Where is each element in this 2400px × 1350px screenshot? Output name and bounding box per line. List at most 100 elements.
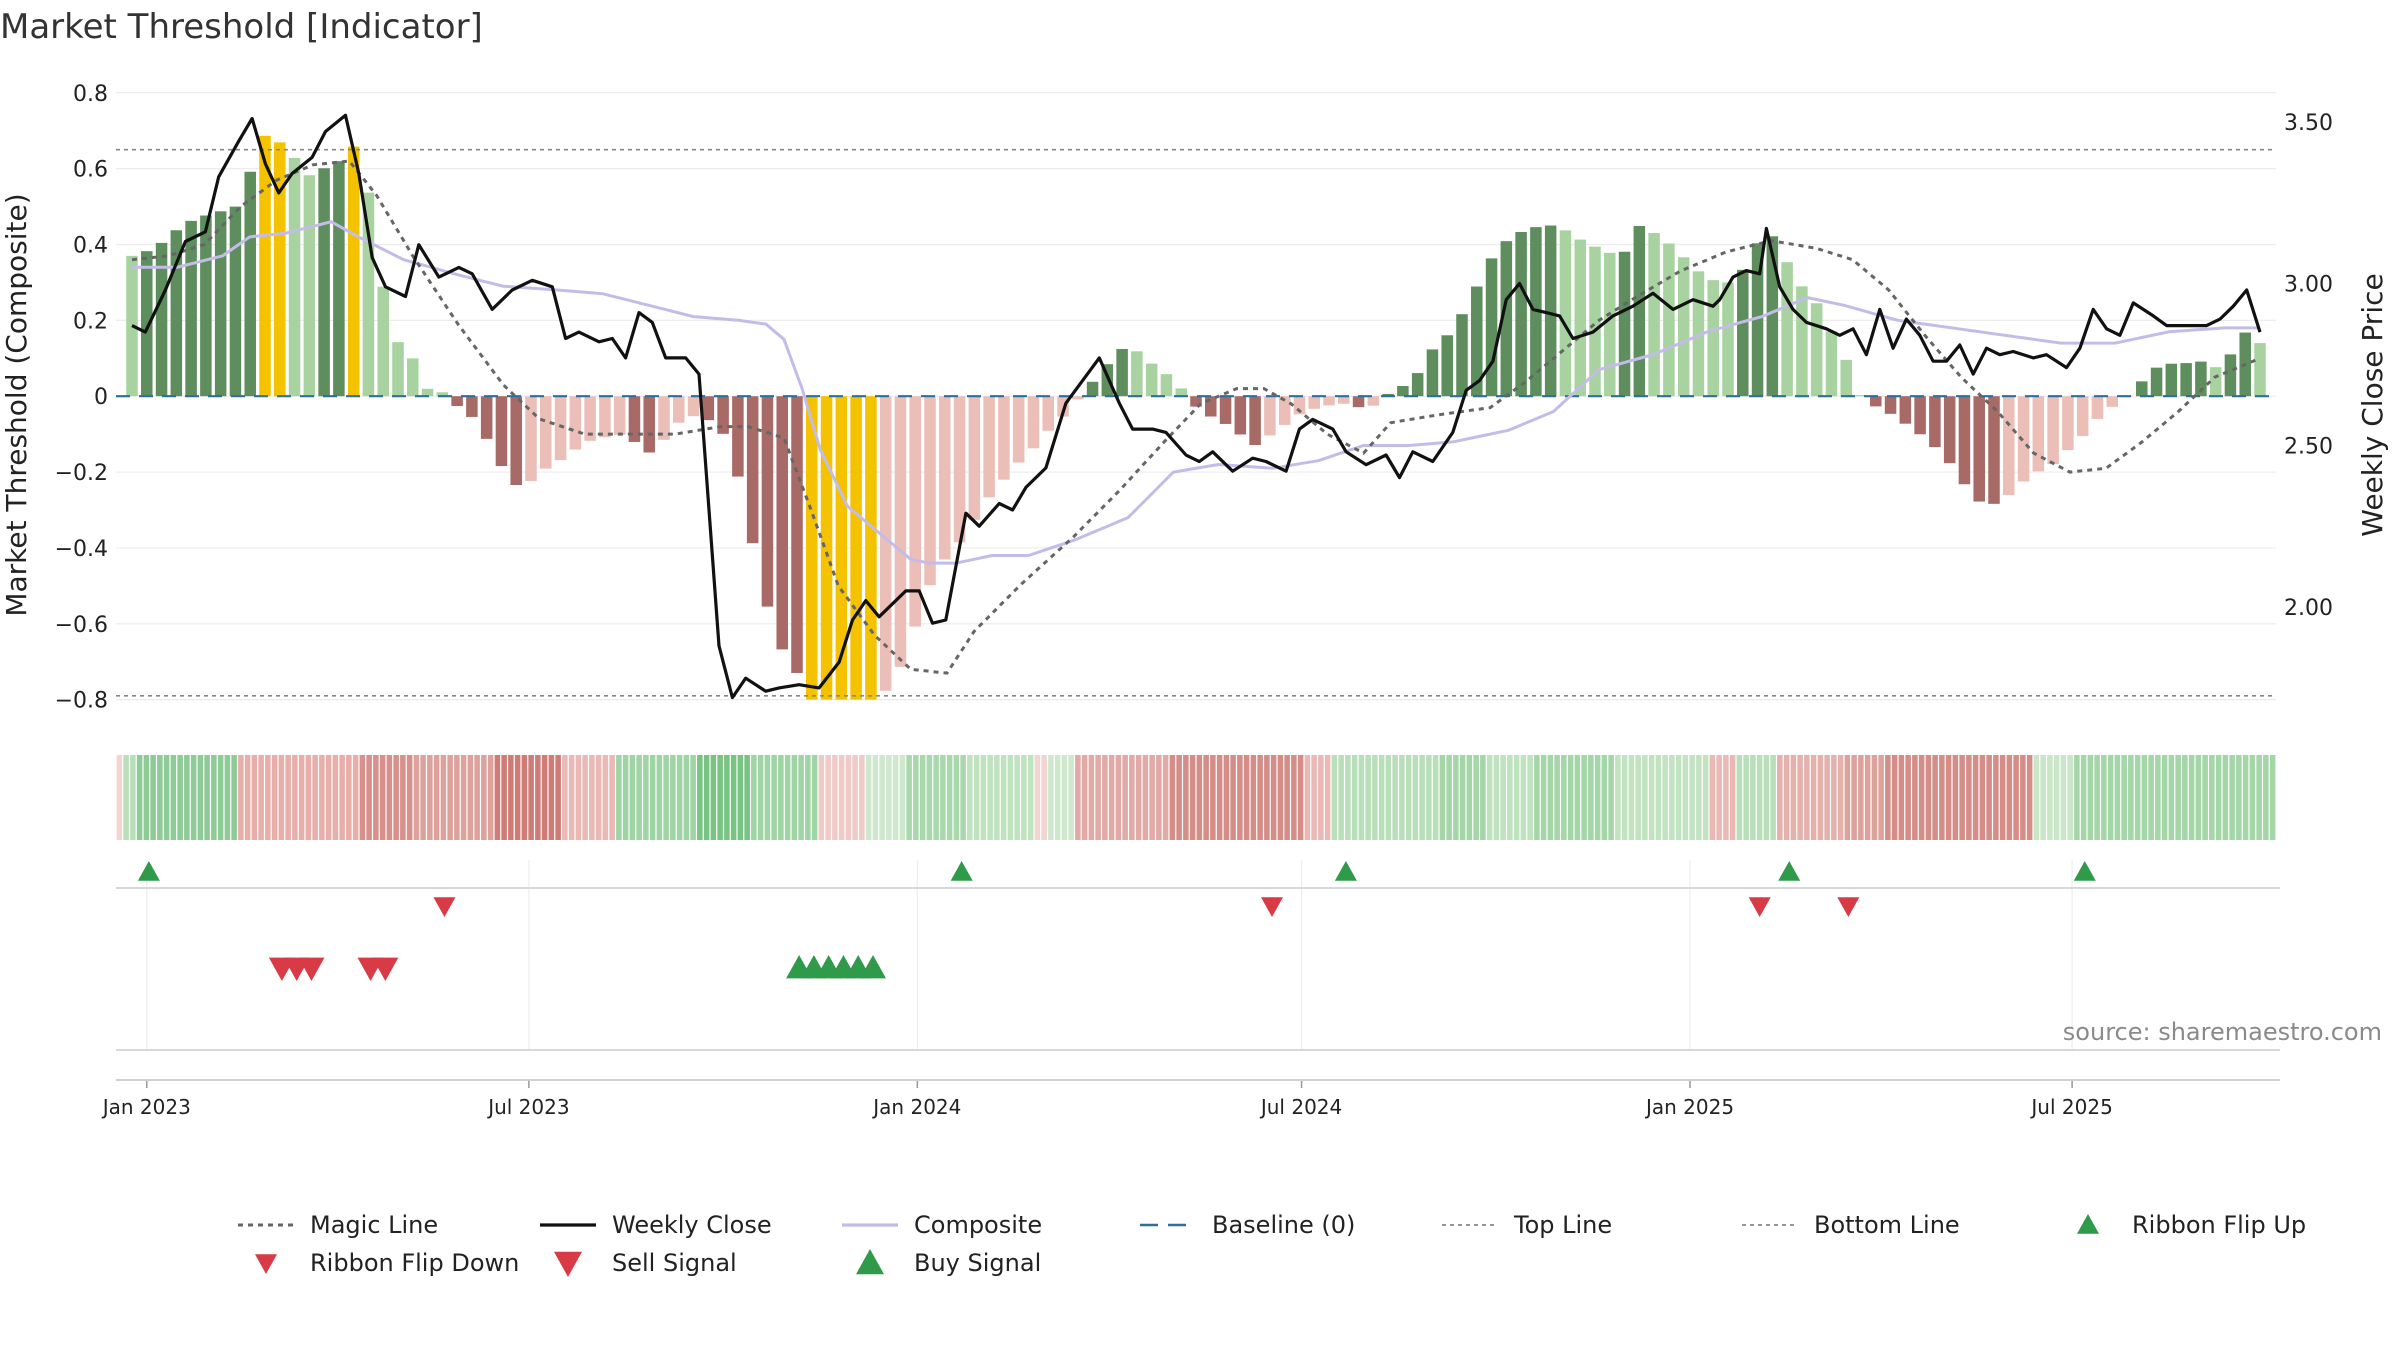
ribbon-cell bbox=[1966, 755, 1972, 840]
buy-signal-marker bbox=[860, 955, 886, 979]
weekly-close-line bbox=[131, 113, 2262, 700]
histogram-bar bbox=[407, 358, 419, 397]
ribbon-cell bbox=[1891, 755, 1898, 840]
ribbon-cell bbox=[1426, 755, 1432, 840]
ribbon-cell bbox=[211, 755, 217, 840]
ribbon-cell bbox=[1223, 755, 1230, 840]
histogram-bar bbox=[1249, 396, 1261, 446]
ribbon-cell bbox=[379, 755, 386, 840]
legend-label: Bottom Line bbox=[1814, 1211, 1960, 1239]
ribbon-cell bbox=[636, 755, 642, 840]
histogram-bar bbox=[333, 161, 345, 397]
ribbon-flip-up-marker bbox=[2073, 861, 2096, 881]
ribbon-cell bbox=[1621, 755, 1628, 840]
ribbon-cell bbox=[1756, 755, 1763, 840]
ribbon-cell bbox=[1898, 755, 1905, 840]
ribbon-cell bbox=[1655, 755, 1662, 840]
histogram-bar bbox=[658, 396, 670, 440]
ribbon-cell bbox=[1405, 755, 1412, 840]
ribbon-cell bbox=[1999, 755, 2006, 840]
chart-title: Market Threshold [Indicator] bbox=[0, 7, 483, 47]
ribbon-cell bbox=[852, 755, 858, 840]
ribbon-cell bbox=[656, 755, 663, 840]
ribbon-cell bbox=[2215, 755, 2222, 840]
ribbon-cell bbox=[1574, 755, 1581, 840]
histogram-bar bbox=[732, 396, 744, 477]
ribbon-cell bbox=[683, 755, 690, 840]
ribbon-cell bbox=[359, 755, 366, 840]
ribbon-cell bbox=[1770, 755, 1776, 840]
ribbon-cell bbox=[2182, 755, 2188, 840]
ribbon-cell bbox=[1338, 755, 1344, 840]
ribbon-cell bbox=[1885, 755, 1891, 840]
ribbon-cell bbox=[872, 755, 879, 840]
histogram-bar bbox=[1677, 257, 1690, 397]
ribbon-cell bbox=[298, 755, 305, 840]
ribbon-cell bbox=[1459, 755, 1466, 840]
ribbon-cell bbox=[1095, 755, 1101, 840]
ribbon-cell bbox=[859, 755, 865, 840]
ribbon-cell bbox=[1500, 755, 1506, 840]
ribbon-cell bbox=[1304, 755, 1311, 840]
histogram-bar bbox=[1485, 258, 1498, 397]
ribbon-cell bbox=[1736, 755, 1743, 840]
ribbon-cell bbox=[177, 755, 183, 840]
ribbon-cell bbox=[1399, 755, 1405, 840]
ribbon-cell bbox=[1918, 755, 1925, 840]
legend-swatch bbox=[856, 1249, 884, 1275]
ribbon-cell bbox=[805, 755, 811, 840]
histogram-bar bbox=[746, 396, 759, 544]
ribbon-cell bbox=[1480, 755, 1486, 840]
ribbon-cell bbox=[663, 755, 669, 840]
ribbon-cell bbox=[676, 755, 683, 840]
ribbon-cell bbox=[2074, 755, 2080, 840]
ribbon-cell bbox=[1108, 755, 1115, 840]
histogram-bar bbox=[1323, 396, 1335, 406]
histogram-bar bbox=[1057, 396, 1069, 417]
ribbon-cell bbox=[1540, 755, 1547, 840]
legend-label: Weekly Close bbox=[612, 1211, 772, 1239]
legend-item: Top Line bbox=[1442, 1211, 1612, 1239]
ribbon-cell bbox=[1439, 755, 1446, 840]
legend-item: Ribbon Flip Up bbox=[2077, 1211, 2306, 1239]
ribbon-cell bbox=[1378, 755, 1385, 840]
histogram-bar bbox=[2047, 396, 2059, 465]
histogram-bar bbox=[924, 396, 936, 586]
ribbon-cell bbox=[595, 755, 602, 840]
ribbon-cell bbox=[1783, 755, 1790, 840]
ribbon-cell bbox=[2033, 755, 2040, 840]
ribbon-layer bbox=[116, 755, 2276, 840]
histogram-bar bbox=[569, 396, 582, 450]
legend-swatch bbox=[2077, 1214, 2099, 1234]
histogram-bar bbox=[554, 396, 567, 461]
ribbon-cell bbox=[494, 755, 501, 840]
histogram-bar bbox=[643, 396, 655, 453]
ribbon-cell bbox=[2256, 755, 2262, 840]
ribbon-cell bbox=[751, 755, 757, 840]
ribbon-cell bbox=[1824, 755, 1830, 840]
ribbon-cell bbox=[150, 755, 156, 840]
ribbon-cell bbox=[1230, 755, 1236, 840]
ribbon-cell bbox=[710, 755, 717, 840]
histogram-bar bbox=[673, 396, 685, 423]
ribbon-flip-down-marker bbox=[1837, 897, 1860, 917]
histogram-bar bbox=[1766, 236, 1779, 397]
histogram-bar bbox=[761, 396, 774, 607]
histogram-bar bbox=[2136, 381, 2148, 397]
histogram-bar bbox=[466, 396, 478, 417]
x-tick-label: Jul 2024 bbox=[1259, 1095, 1342, 1119]
legend-item: Buy Signal bbox=[856, 1249, 1041, 1277]
histogram-bar bbox=[1190, 396, 1202, 407]
histogram-bar bbox=[1101, 364, 1114, 397]
ribbon-cell bbox=[460, 755, 467, 840]
ribbon-cell bbox=[1203, 755, 1209, 840]
histogram-bar bbox=[451, 396, 463, 407]
histogram-bar bbox=[1722, 282, 1734, 397]
ribbon-cell bbox=[433, 755, 440, 840]
ribbon-cell bbox=[521, 755, 528, 840]
ribbon-flip-down-marker bbox=[1261, 897, 1283, 917]
ribbon-cell bbox=[217, 755, 224, 840]
ribbon-cell bbox=[879, 755, 885, 840]
ribbon-cell bbox=[2121, 755, 2127, 840]
ribbon-cell bbox=[1534, 755, 1540, 840]
